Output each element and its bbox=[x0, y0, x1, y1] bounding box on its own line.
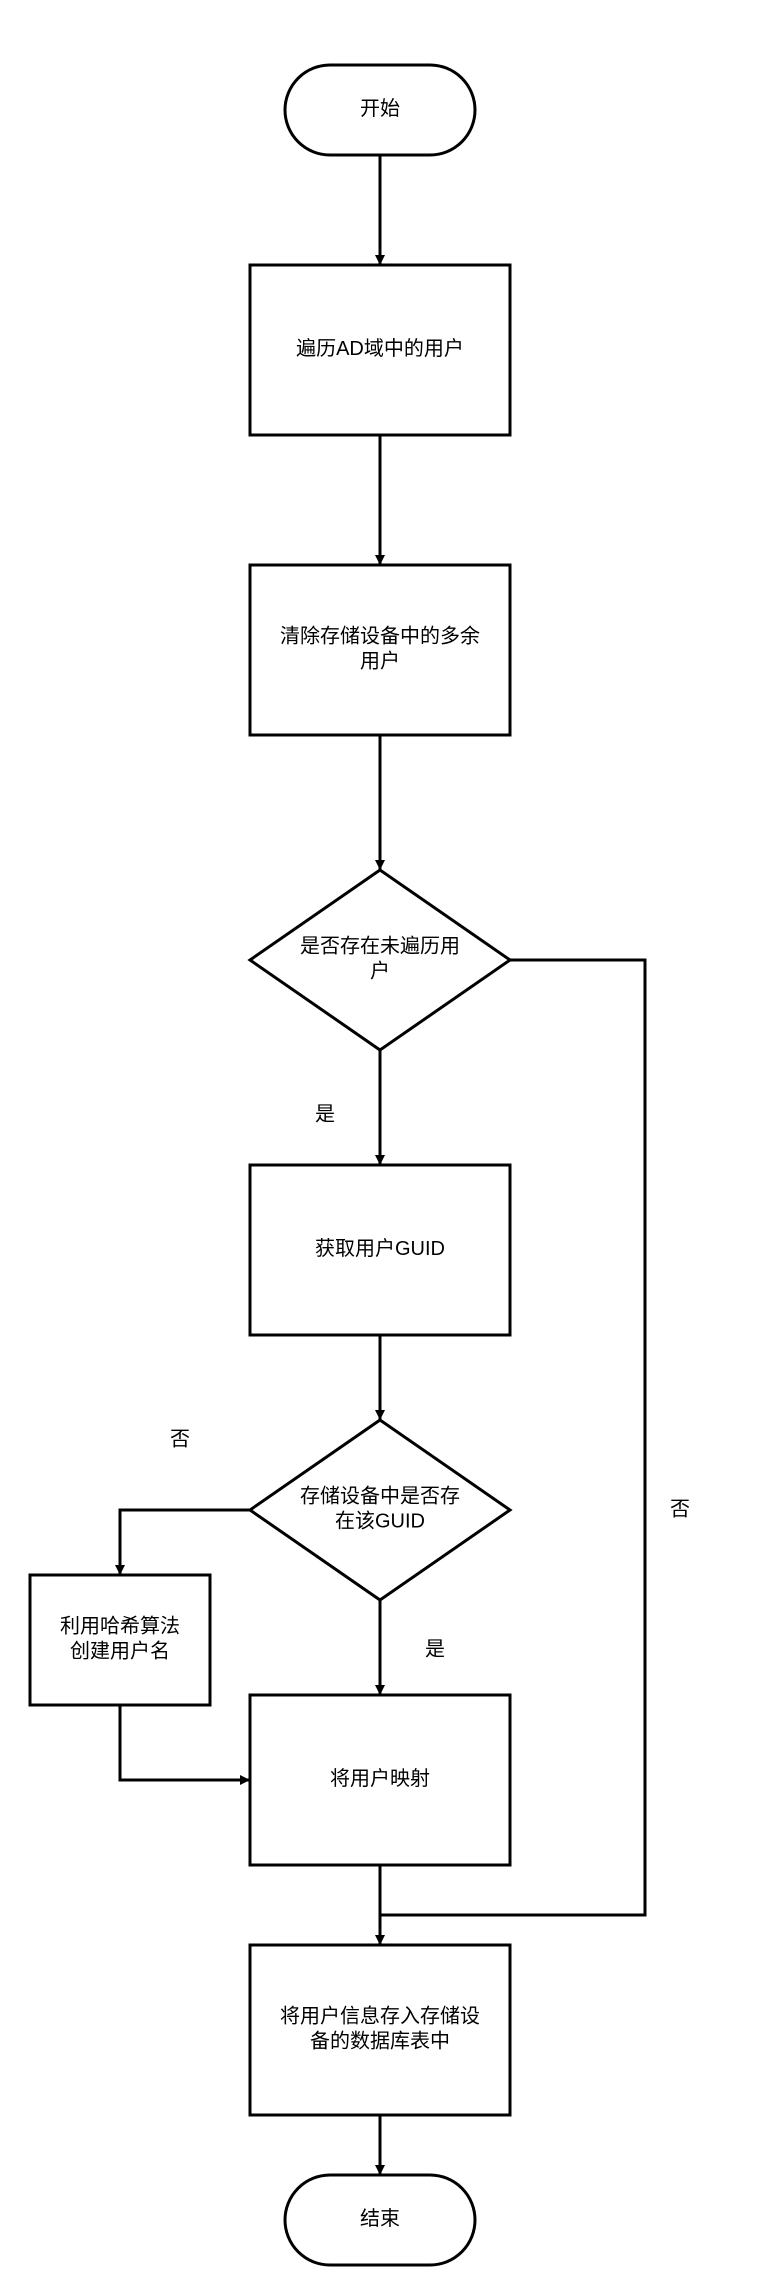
edge-label: 是 bbox=[315, 1103, 335, 1125]
edge-label: 是 bbox=[425, 1638, 445, 1660]
svg-text:获取用户GUID: 获取用户GUID bbox=[315, 1237, 445, 1260]
edge-label: 否 bbox=[670, 1498, 690, 1520]
svg-text:将用户映射: 将用户映射 bbox=[330, 1767, 430, 1790]
edge-label: 否 bbox=[170, 1428, 190, 1450]
edge bbox=[120, 1510, 250, 1575]
svg-text:遍历AD域中的用户: 遍历AD域中的用户 bbox=[296, 337, 464, 360]
flowchart-svg: 是是否否开始遍历AD域中的用户清除存储设备中的多余用户是否存在未遍历用户获取用户… bbox=[20, 20, 771, 2276]
edge bbox=[120, 1705, 250, 1780]
svg-text:结束: 结束 bbox=[360, 2207, 400, 2230]
svg-text:开始: 开始 bbox=[360, 97, 400, 120]
